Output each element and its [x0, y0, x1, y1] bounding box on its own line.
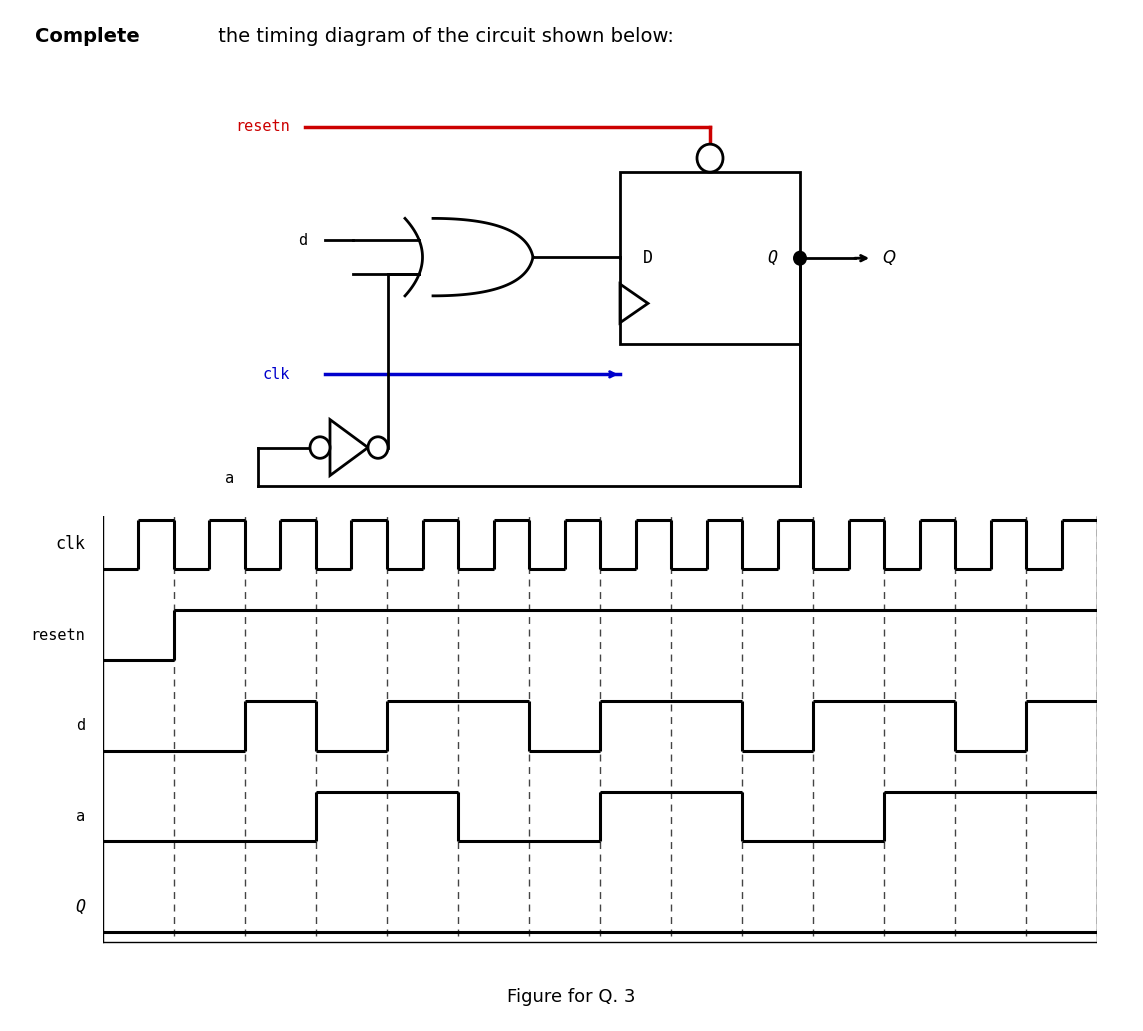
Text: resetn: resetn	[235, 120, 289, 134]
Text: Q: Q	[882, 250, 895, 267]
Bar	[620, 172, 800, 344]
Text: Figure for Q. 3: Figure for Q. 3	[507, 989, 636, 1006]
Text: clk: clk	[262, 367, 289, 381]
Text: resetn: resetn	[31, 628, 85, 642]
Text: Q: Q	[767, 250, 777, 267]
Text: Complete: Complete	[35, 27, 139, 46]
Circle shape	[368, 437, 387, 459]
Text: the timing diagram of the circuit shown below:: the timing diagram of the circuit shown …	[211, 27, 674, 46]
Circle shape	[697, 144, 724, 172]
Text: clk: clk	[55, 535, 85, 554]
Text: a: a	[75, 809, 85, 824]
Text: a: a	[225, 471, 234, 487]
Circle shape	[310, 437, 330, 459]
Circle shape	[793, 251, 807, 266]
Text: d: d	[298, 233, 307, 247]
Text: d: d	[75, 719, 85, 733]
Text: D: D	[644, 250, 653, 267]
Text: Q: Q	[75, 898, 85, 917]
